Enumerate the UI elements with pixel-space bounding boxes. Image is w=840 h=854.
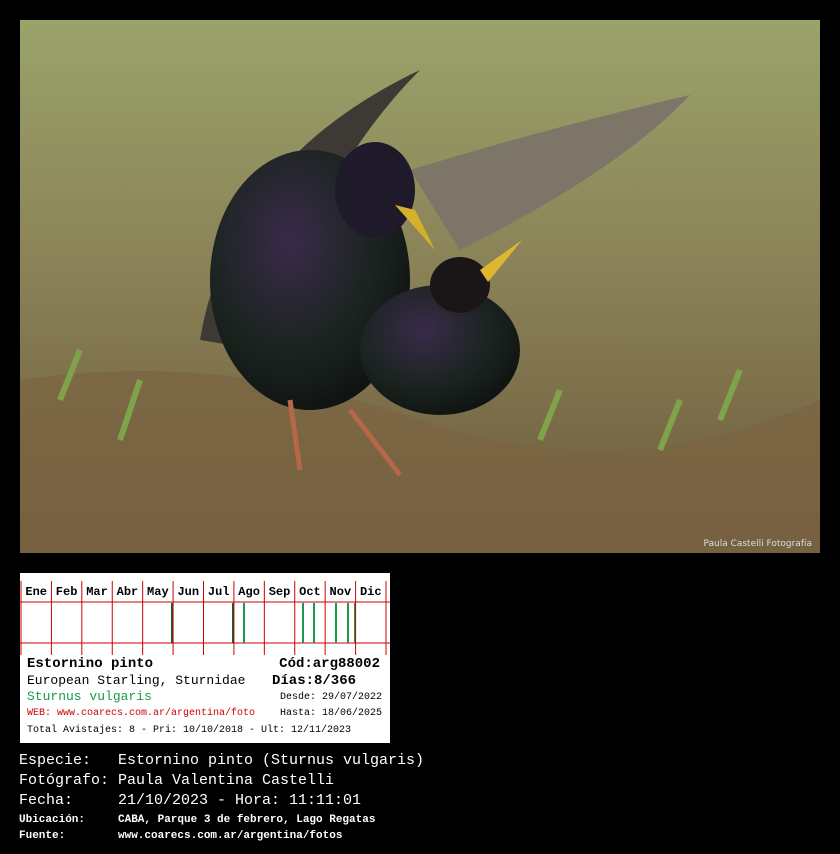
photo: Paula Castelli Fotografía [20,20,820,553]
month-label: Mar [86,585,108,599]
month-label: Sep [268,585,291,599]
info-value: CABA, Parque 3 de febrero, Lago Regatas [118,814,376,826]
info-value: www.coarecs.com.ar/argentina/fotos [118,830,343,842]
english-name: European Starling, Sturnidae [27,673,246,688]
month-label: Ago [238,585,260,599]
web-link: WEB: www.coarecs.com.ar/argentina/foto [27,708,256,719]
info-label: Fecha: [19,792,74,809]
species-code: Cód:arg88002 [279,656,380,672]
info-label: Ubicación: [19,814,86,826]
month-calendar [20,581,390,655]
info-value: Estornino pinto (Sturnus vulgaris) [118,752,425,769]
info-label: Fuente: [19,830,66,842]
month-label: Jun [177,585,200,599]
month-label: Abr [116,585,139,599]
info-label: Fotógrafo: [19,772,110,789]
species-card: Estornino pinto Cód:arg88002 European St… [20,573,390,743]
info-value: Paula Valentina Castelli [118,772,335,789]
month-label: Nov [329,585,352,599]
photo-credit: Paula Castelli Fotografía [703,539,812,549]
sightings [171,603,356,643]
month-label: Oct [299,585,321,599]
month-label: May [147,585,169,599]
info-label: Especie: [19,752,92,769]
total-sightings: Total Avistajes: 8 - Pri: 10/10/2018 - U… [27,725,352,736]
info-value: 21/10/2023 - Hora: 11:11:01 [118,792,362,809]
month-label: Ene [25,585,47,599]
species-name: Estornino pinto [27,656,154,672]
scientific-name: Sturnus vulgaris [27,689,152,704]
days: Días:8/366 [272,673,357,689]
month-label: Jul [207,585,230,599]
since-date: Desde: 29/07/2022 [279,692,382,703]
month-label: Feb [55,585,78,599]
until-date: Hasta: 18/06/2025 [279,708,382,719]
month-label: Dic [359,585,382,599]
